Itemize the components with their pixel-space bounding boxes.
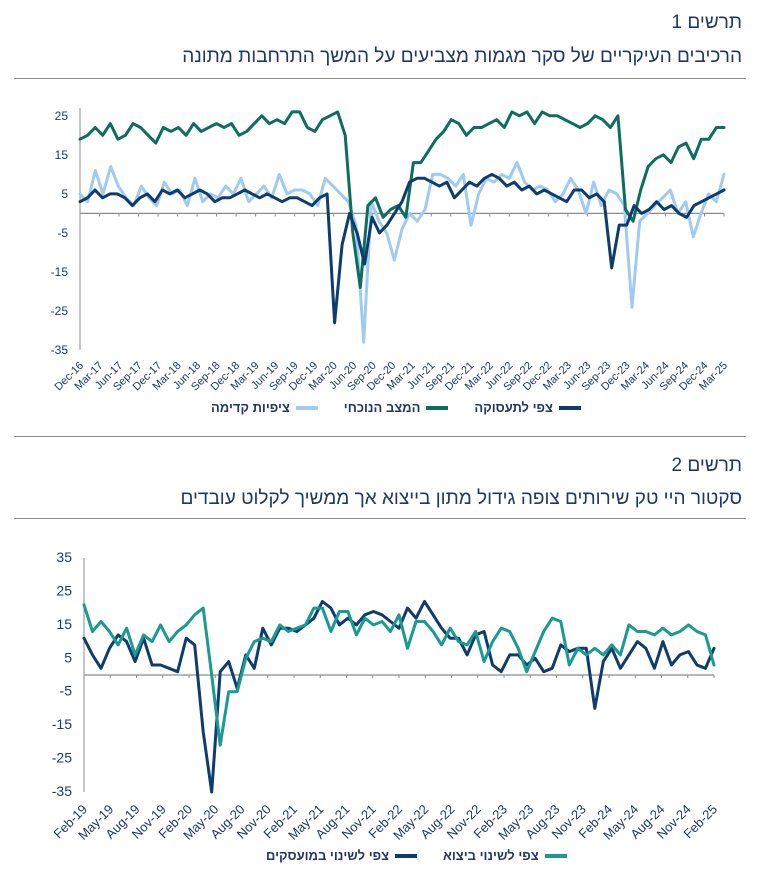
figure2-series-line-0 [82,600,716,794]
figure2-y-tick-label: 15 [56,616,72,632]
figure1-title-divider [14,78,746,79]
figure2-legend-label: צפי לשינוי במועסקים [266,848,390,863]
figure1-legend-item: המצב הנוכחי [344,400,449,415]
figure1-series-line-2 [78,172,726,325]
figure1-y-tick-label: 15 [55,148,69,162]
figure1-y-tick-label: -5 [57,226,68,240]
figure2-legend-swatch [544,853,567,858]
figure2-y-tick-label: -25 [52,750,72,766]
figure1-y-tick-label: -25 [51,304,69,318]
figure2-series-line-1 [82,603,716,747]
figure1-y-tick-label: -35 [51,343,69,357]
figure2-legend-item: צפי לשינוי במועסקים [266,848,418,863]
figure1-legend-label: המצב הנוכחי [343,400,421,415]
figure1-chart: 25155-5-15-25-35Dec-16Mar-17Jun-17Sep-17… [51,108,730,393]
figure2-legend: צפי לשינוי ביצוא צפי לשינוי במועסקים [240,848,567,863]
figure1-title: הרכיבים העיקריים של סקר מגמות מצביעים על… [182,46,742,67]
figure2-title: סקטור היי טק שירותים צופה גידול מתון ביי… [180,488,742,509]
figure1-series-line-1 [78,110,726,289]
figure2-legend-swatch [395,853,418,858]
figure2-y-tick-label: -15 [52,716,72,732]
figure1-legend-item: צפי לתעסוקה [474,400,581,415]
figure1-label: תרשים 1 [671,12,742,33]
figure1-legend-swatch [295,405,318,410]
figure2-title-divider [14,518,746,519]
figure2-legend-label: צפי לשינוי ביצוא [443,848,539,863]
figure2-chart: 3525155-5-15-25-35Feb-19May-19Aug-19Nov-… [50,549,720,843]
figure2-y-tick-label: -35 [52,783,72,799]
figure2-label: תרשים 2 [671,455,742,476]
figure1-legend-label: ציפיות קדימה [211,400,290,415]
figure1-legend-item: ציפיות קדימה [211,400,318,415]
figure2-y-tick-label: -5 [60,683,73,699]
figure-separator [14,436,746,437]
figure1-legend-swatch [558,405,581,410]
figure2-y-tick-label: 5 [64,649,72,665]
figure1-legend-label: צפי לתעסוקה [474,400,553,415]
figure1-y-tick-label: 5 [61,187,68,201]
figure1-y-tick-label: -15 [51,265,69,279]
figure1-series-line-0 [78,161,726,344]
figure2-y-tick-label: 25 [56,582,72,598]
figure2-legend-item: צפי לשינוי ביצוא [443,848,567,863]
figure1-y-tick-label: 25 [55,109,69,123]
figure2-y-tick-label: 35 [56,549,72,565]
figure1-legend-swatch [426,405,449,410]
figure1-legend: צפי לתעסוקה המצב הנוכחי ציפיות קדימה [185,400,581,415]
